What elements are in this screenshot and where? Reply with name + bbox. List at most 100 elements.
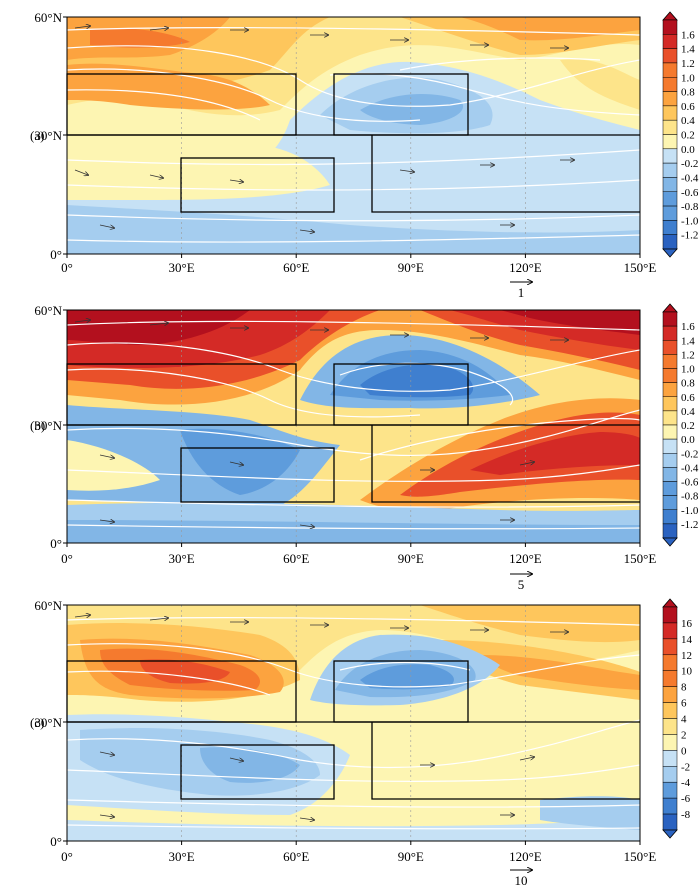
panel-b-xtick-30e: 30°E: [169, 551, 195, 566]
colorbar-label: -0.2: [681, 448, 698, 460]
colorbar-label: -6: [681, 793, 691, 805]
colorbar-segment: [663, 687, 677, 703]
colorbar-label: 0.8: [681, 87, 695, 99]
colorbar-label: 1.2: [681, 58, 695, 70]
colorbar-segment: [663, 734, 677, 750]
colorbar-segment: [663, 453, 677, 467]
panel-b: 60°N 30°N 0° 0° 30°E 60°E 90°E 120°E 150…: [30, 303, 699, 592]
colorbar-label: 16: [681, 618, 693, 630]
colorbar-segment: [663, 703, 677, 719]
panel-c-contour-field: [67, 605, 640, 841]
colorbar-label: -1.0: [681, 505, 699, 517]
colorbar-label: 0.2: [681, 130, 695, 142]
panel-c-colorbar: 1614121086420-2-4-6-8: [663, 599, 693, 838]
colorbar-label: 0.0: [681, 434, 695, 446]
panel-c-xtick-0: 0°: [61, 849, 73, 864]
colorbar-label: 0.6: [681, 392, 695, 404]
colorbar-label: 0.8: [681, 378, 695, 390]
colorbar-segment: [663, 439, 677, 453]
colorbar-segment: [663, 524, 677, 538]
colorbar-label: 0: [681, 745, 687, 757]
colorbar-segment: [663, 510, 677, 524]
panel-a-xtick-30e: 30°E: [169, 260, 195, 275]
panel-b-xtick-90e: 90°E: [398, 551, 424, 566]
colorbar-segment: [663, 149, 677, 163]
colorbar-segment: [663, 63, 677, 77]
panel-a-xtick-150e: 150°E: [624, 260, 657, 275]
colorbar-label: 0.4: [681, 406, 695, 418]
colorbar-segment: [663, 383, 677, 397]
colorbar-label: 0.6: [681, 101, 695, 113]
colorbar-top-triangle: [663, 304, 677, 312]
panel-c-xtick-30e: 30°E: [169, 849, 195, 864]
colorbar-segment: [663, 354, 677, 368]
colorbar-label: 8: [681, 682, 687, 694]
colorbar-segment: [663, 77, 677, 91]
colorbar-segment: [663, 411, 677, 425]
colorbar-label: 12: [681, 650, 692, 662]
colorbar-label: 10: [681, 666, 693, 678]
colorbar-label: -0.4: [681, 172, 699, 184]
colorbar-segment: [663, 766, 677, 782]
colorbar-segment: [663, 655, 677, 671]
colorbar-segment: [663, 326, 677, 340]
colorbar-label: 6: [681, 698, 687, 710]
panel-a-xtick-90e: 90°E: [398, 260, 424, 275]
colorbar-label: -2: [681, 761, 690, 773]
panel-b-label: (b): [30, 418, 45, 433]
panel-b-contour-field: [67, 310, 640, 543]
colorbar-segment: [663, 814, 677, 830]
colorbar-label: 0.4: [681, 115, 695, 127]
colorbar-label: -0.6: [681, 187, 699, 199]
panel-b-xtick-150e: 150°E: [624, 551, 657, 566]
colorbar-segment: [663, 782, 677, 798]
colorbar-segment: [663, 49, 677, 63]
colorbar-segment: [663, 235, 677, 249]
panel-b-xtick-0: 0°: [61, 551, 73, 566]
colorbar-segment: [663, 20, 677, 34]
colorbar-label: -0.8: [681, 201, 699, 213]
colorbar-label: 1.2: [681, 349, 695, 361]
colorbar-segment: [663, 163, 677, 177]
colorbar-segment: [663, 92, 677, 106]
panel-a-xtick-120e: 120°E: [509, 260, 542, 275]
panel-a-xtick-60e: 60°E: [283, 260, 309, 275]
colorbar-top-triangle: [663, 599, 677, 607]
colorbar-segment: [663, 671, 677, 687]
colorbar-label: -1.2: [681, 519, 698, 531]
colorbar-label: 4: [681, 714, 687, 726]
panel-b-reference-vector-label: 5: [518, 577, 525, 592]
colorbar-label: 0.0: [681, 144, 695, 156]
colorbar-segment: [663, 206, 677, 220]
panel-b-ytick-0: 0°: [50, 536, 62, 551]
panel-c-xtick-60e: 60°E: [283, 849, 309, 864]
colorbar-label: 1.6: [681, 29, 695, 41]
colorbar-label: -0.4: [681, 462, 699, 474]
colorbar-label: 1.0: [681, 364, 695, 376]
panel-b-ytick-60n: 60°N: [34, 303, 62, 318]
colorbar-segment: [663, 467, 677, 481]
panel-b-xtick-60e: 60°E: [283, 551, 309, 566]
colorbar-segment: [663, 425, 677, 439]
panel-a-xtick-0: 0°: [61, 260, 73, 275]
colorbar-label: -1.0: [681, 215, 699, 227]
colorbar-label: -0.2: [681, 158, 698, 170]
colorbar-segment: [663, 177, 677, 191]
panel-c-label: (c): [30, 715, 44, 730]
panel-c-xtick-120e: 120°E: [509, 849, 542, 864]
panel-b-xtick-120e: 120°E: [509, 551, 542, 566]
panel-c: 60°N 30°N 0° 0° 30°E 60°E 90°E 120°E 150…: [30, 598, 693, 888]
panel-a: 60°N 30°N 0° 0° 30°E 60°E 90°E 120°E 150…: [30, 10, 699, 300]
colorbar-segment: [663, 397, 677, 411]
colorbar-label: 1.4: [681, 335, 695, 347]
colorbar-bottom-triangle: [663, 830, 677, 838]
colorbar-segment: [663, 220, 677, 234]
colorbar-segment: [663, 120, 677, 134]
panel-c-xtick-90e: 90°E: [398, 849, 424, 864]
colorbar-segment: [663, 719, 677, 735]
colorbar-label: 14: [681, 634, 693, 646]
colorbar-label: 2: [681, 729, 687, 741]
colorbar-segment: [663, 106, 677, 120]
panel-b-colorbar: 1.6 1.4 1.2 1.0 0.8 0.6 0.4 0.2 0.0 -0.2 -0.4 -0.6 -…: [663, 304, 699, 546]
